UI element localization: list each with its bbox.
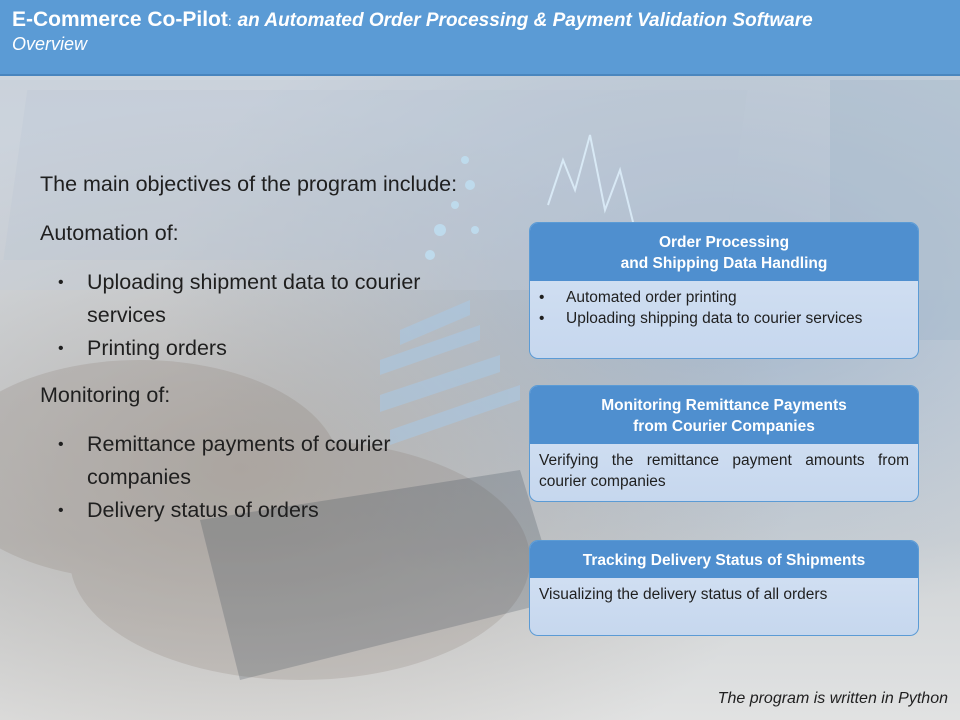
bullet-icon: • [539, 310, 545, 327]
title-separator: : [227, 13, 232, 29]
monitoring-list: • Remittance payments of courier companie… [40, 428, 480, 527]
box-body: • Automated order printing • Uploading shi… [530, 281, 918, 329]
slide-title: E-Commerce Co-Pilot: an Automated Order … [12, 8, 948, 32]
delivery-tracking-box: Tracking Delivery Status of Shipments Vi… [529, 540, 919, 636]
bullet-icon: • [58, 436, 64, 453]
list-item: • Printing orders [40, 332, 480, 365]
bullet-icon: • [58, 340, 64, 357]
automation-list: • Uploading shipment data to courier serv… [40, 266, 480, 365]
bullet-icon: • [58, 502, 64, 519]
section-label: Overview [12, 34, 88, 54]
remittance-box: Monitoring Remittance Payments from Cour… [529, 385, 919, 502]
box-heading: Monitoring Remittance Payments from Cour… [530, 386, 918, 444]
list-item: • Remittance payments of courier companie… [40, 428, 480, 494]
box-body: Verifying the remittance payment amounts… [539, 452, 909, 490]
list-item: • Delivery status of orders [40, 494, 480, 527]
box-heading: Order Processing and Shipping Data Handl… [530, 223, 918, 281]
list-item: • Automated order printing [539, 289, 737, 306]
list-item: • Uploading shipping data to courier serv… [539, 310, 863, 327]
list-item: • Uploading shipment data to courier serv… [40, 266, 480, 332]
title-subtitle: an Automated Order Processing & Payment … [237, 10, 813, 31]
automation-heading: Automation of: [40, 221, 179, 245]
bullet-icon: • [58, 274, 64, 291]
objectives-text: The main objectives of the program inclu… [40, 168, 480, 541]
order-processing-box: Order Processing and Shipping Data Handl… [529, 222, 919, 359]
intro-text: The main objectives of the program inclu… [40, 172, 458, 196]
footer-note: The program is written in Python [717, 690, 948, 707]
box-heading: Tracking Delivery Status of Shipments [530, 541, 918, 578]
box-body: Visualizing the delivery status of all o… [539, 586, 828, 603]
title-main: E-Commerce Co-Pilot [12, 8, 228, 31]
bullet-icon: • [539, 289, 545, 306]
monitoring-heading: Monitoring of: [40, 383, 171, 407]
slide-header: E-Commerce Co-Pilot: an Automated Order … [0, 0, 960, 76]
